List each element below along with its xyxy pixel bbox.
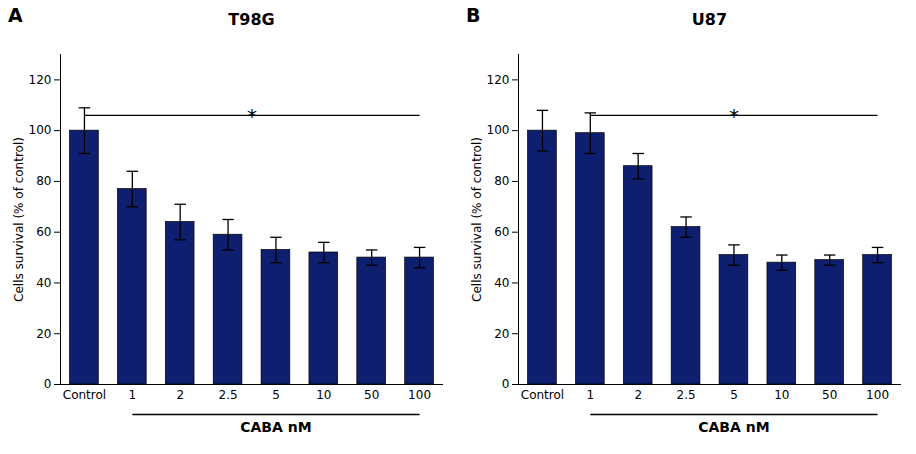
svg-text:80: 80: [36, 174, 51, 188]
svg-text:Control: Control: [63, 388, 106, 402]
svg-text:20: 20: [494, 327, 509, 341]
svg-text:1: 1: [586, 388, 594, 402]
svg-text:50: 50: [364, 388, 379, 402]
svg-text:2: 2: [634, 388, 642, 402]
html-text:T98G: T98G: [228, 10, 275, 29]
svg-text:50: 50: [822, 388, 837, 402]
svg-text:Cells survival (% of control): Cells survival (% of control): [12, 137, 26, 302]
svg-text:100: 100: [408, 388, 431, 402]
svg-text:Cells survival (% of control): Cells survival (% of control): [470, 137, 484, 302]
svg-text:60: 60: [494, 225, 509, 239]
html-text:A: A: [8, 4, 23, 26]
svg-text:CABA nM: CABA nM: [240, 419, 311, 435]
svg-text:10: 10: [774, 388, 789, 402]
html-text:U87: U87: [691, 10, 728, 29]
svg-text:100: 100: [866, 388, 889, 402]
svg-text:5: 5: [272, 388, 280, 402]
svg-text:*: *: [247, 104, 257, 128]
svg-text:0: 0: [44, 377, 52, 391]
svg-text:60: 60: [36, 225, 51, 239]
svg-text:40: 40: [36, 276, 51, 290]
svg-text:100: 100: [487, 123, 510, 137]
svg-text:120: 120: [29, 73, 52, 87]
svg-text:2: 2: [176, 388, 184, 402]
svg-text:CABA nM: CABA nM: [698, 419, 769, 435]
html-text:B: B: [466, 4, 481, 26]
svg-text:40: 40: [494, 276, 509, 290]
svg-text:120: 120: [487, 73, 510, 87]
svg-text:2.5: 2.5: [219, 388, 238, 402]
svg-text:10: 10: [316, 388, 331, 402]
svg-text:Control: Control: [521, 388, 564, 402]
svg-text:0: 0: [502, 377, 510, 391]
svg-text:20: 20: [36, 327, 51, 341]
svg-text:*: *: [729, 104, 739, 128]
svg-text:80: 80: [494, 174, 509, 188]
svg-text:100: 100: [29, 123, 52, 137]
svg-text:5: 5: [730, 388, 738, 402]
svg-text:1: 1: [128, 388, 136, 402]
svg-text:2.5: 2.5: [677, 388, 696, 402]
